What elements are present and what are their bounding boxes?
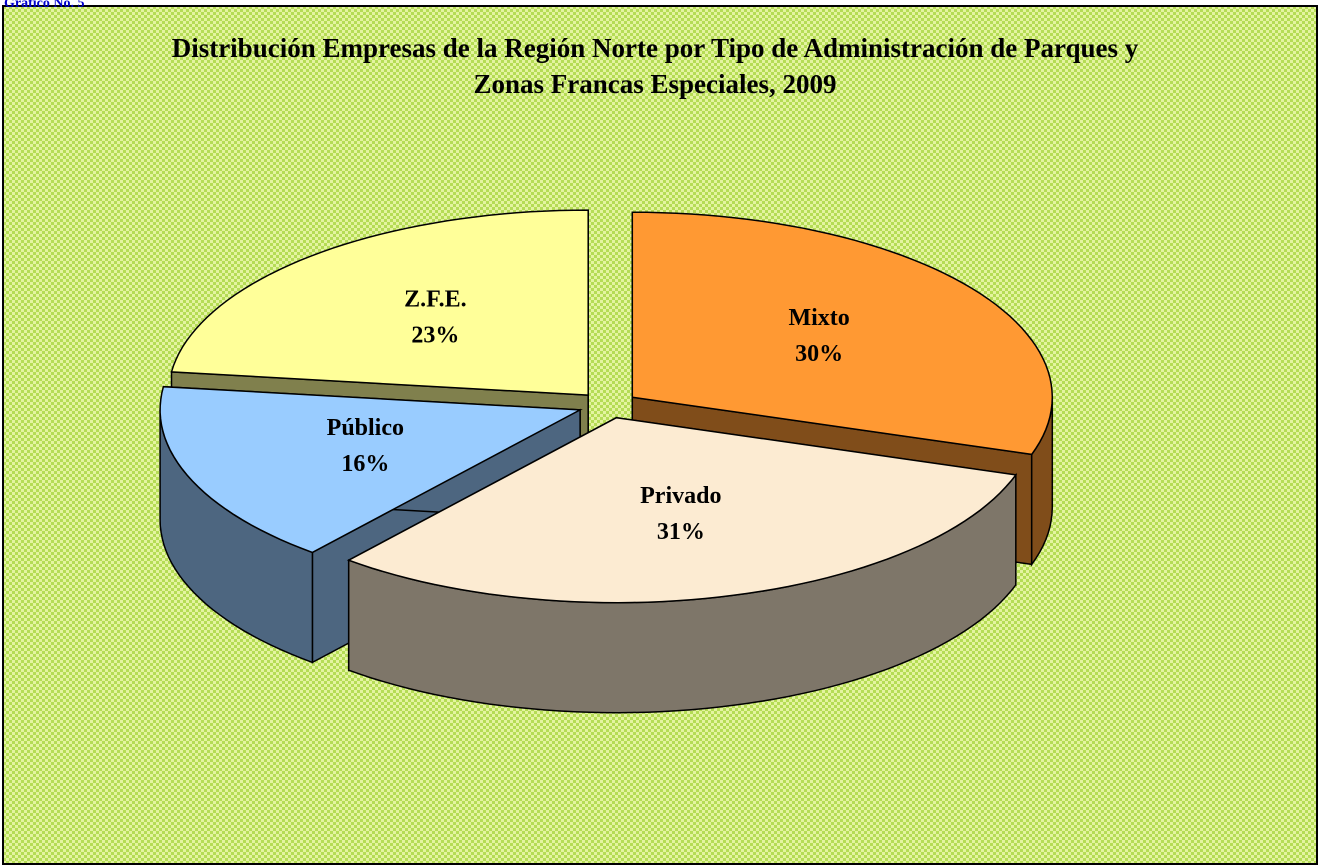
slice-label: Público xyxy=(327,415,404,441)
slice-label: Privado xyxy=(640,483,721,509)
caption: Gráfico No. 5 xyxy=(4,0,85,11)
slice xyxy=(631,211,1054,456)
slice-label: Mixto xyxy=(788,305,849,331)
slice xyxy=(159,385,583,554)
slice-value-label: 23% xyxy=(411,322,459,348)
chart-title: Distribución Empresas de la Región Norte… xyxy=(171,33,1139,99)
slice-value-label: 31% xyxy=(657,519,705,545)
slice-label: Z.F.E. xyxy=(404,286,466,312)
slice xyxy=(346,416,1018,604)
slice-value-label: 30% xyxy=(795,341,843,367)
slice xyxy=(170,209,589,396)
pie: Z.F.E. 23% Mixto 30% Público 16% Privado 31% xyxy=(159,209,1054,714)
slice-value-label: 16% xyxy=(341,451,389,477)
